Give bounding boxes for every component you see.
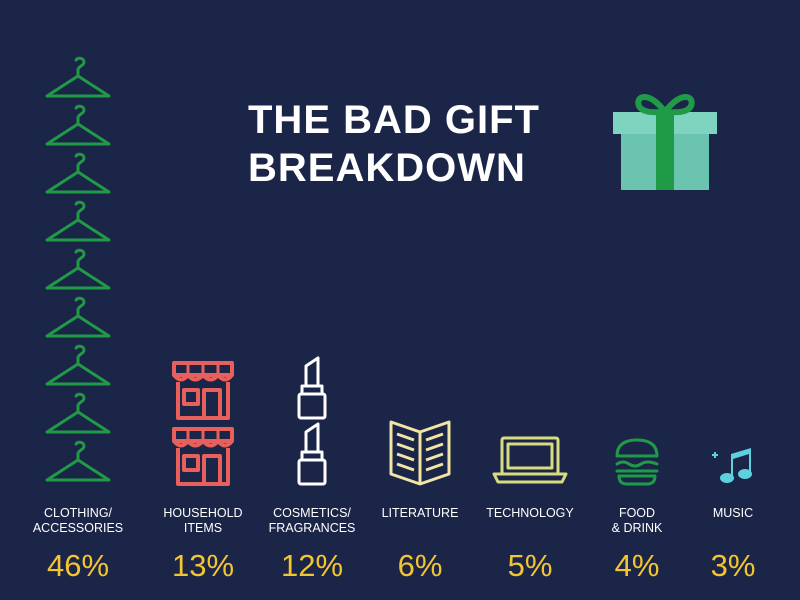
- store-icon: [170, 360, 236, 422]
- value-label: 5%: [507, 548, 553, 583]
- category-label: MUSIC: [712, 506, 754, 520]
- store-icon: [170, 426, 236, 488]
- value-label: 12%: [280, 548, 344, 583]
- category-label: CLOTHING/ ACCESSORIES: [32, 506, 124, 535]
- hanger-icon: [43, 248, 113, 296]
- value-label: 3%: [710, 548, 756, 583]
- laptop-icon: [492, 432, 568, 488]
- book-icon: [387, 418, 453, 488]
- burger-icon: [611, 436, 663, 488]
- gift-icon: [613, 94, 717, 190]
- category-label: COSMETICS/ FRAGRANCES: [268, 506, 356, 535]
- hanger-icon: [43, 296, 113, 344]
- value-label: 6%: [397, 548, 443, 583]
- category-label: HOUSEHOLD ITEMS: [163, 506, 243, 535]
- hanger-icon: [43, 440, 113, 488]
- hanger-icon: [43, 56, 113, 104]
- hanger-icon: [43, 152, 113, 200]
- hanger-icon: [43, 200, 113, 248]
- value-label: 46%: [46, 548, 110, 583]
- hanger-icon: [43, 104, 113, 152]
- value-label: 4%: [614, 548, 660, 583]
- lipstick-icon: [292, 422, 332, 488]
- hanger-icon: [43, 392, 113, 440]
- music-note-icon: [711, 444, 755, 488]
- gift-ribbon-vertical: [656, 112, 674, 190]
- category-label: TECHNOLOGY: [486, 506, 574, 520]
- lipstick-icon: [292, 356, 332, 422]
- title-line-2: BREAKDOWN: [248, 146, 526, 190]
- page-title: THE BAD GIFT BREAKDOWN: [248, 96, 598, 192]
- title-line-1: THE BAD GIFT: [248, 98, 540, 142]
- value-label: 13%: [171, 548, 235, 583]
- gift-bow: [635, 94, 695, 118]
- category-label: FOOD & DRINK: [611, 506, 663, 535]
- category-label: LITERATURE: [381, 506, 459, 520]
- hanger-icon: [43, 344, 113, 392]
